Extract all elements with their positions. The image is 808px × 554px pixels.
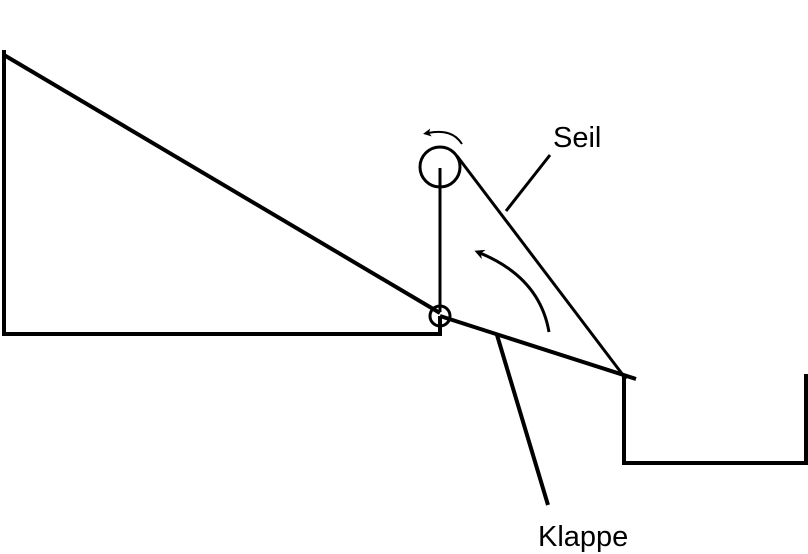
flap-rotation-arrow xyxy=(474,249,551,333)
right-pit-outline xyxy=(622,374,808,465)
rope-label: Seil xyxy=(553,122,601,154)
flap-label: Klappe xyxy=(538,521,628,553)
flap-label-leader xyxy=(495,334,550,506)
pulley-wheel xyxy=(418,145,462,189)
rope-label-leader xyxy=(504,154,552,212)
rope xyxy=(455,155,628,380)
flap xyxy=(439,314,637,381)
pivot-joint xyxy=(428,304,452,328)
pulley-rotation-arrow xyxy=(423,128,463,145)
ramp-line xyxy=(2,53,442,315)
